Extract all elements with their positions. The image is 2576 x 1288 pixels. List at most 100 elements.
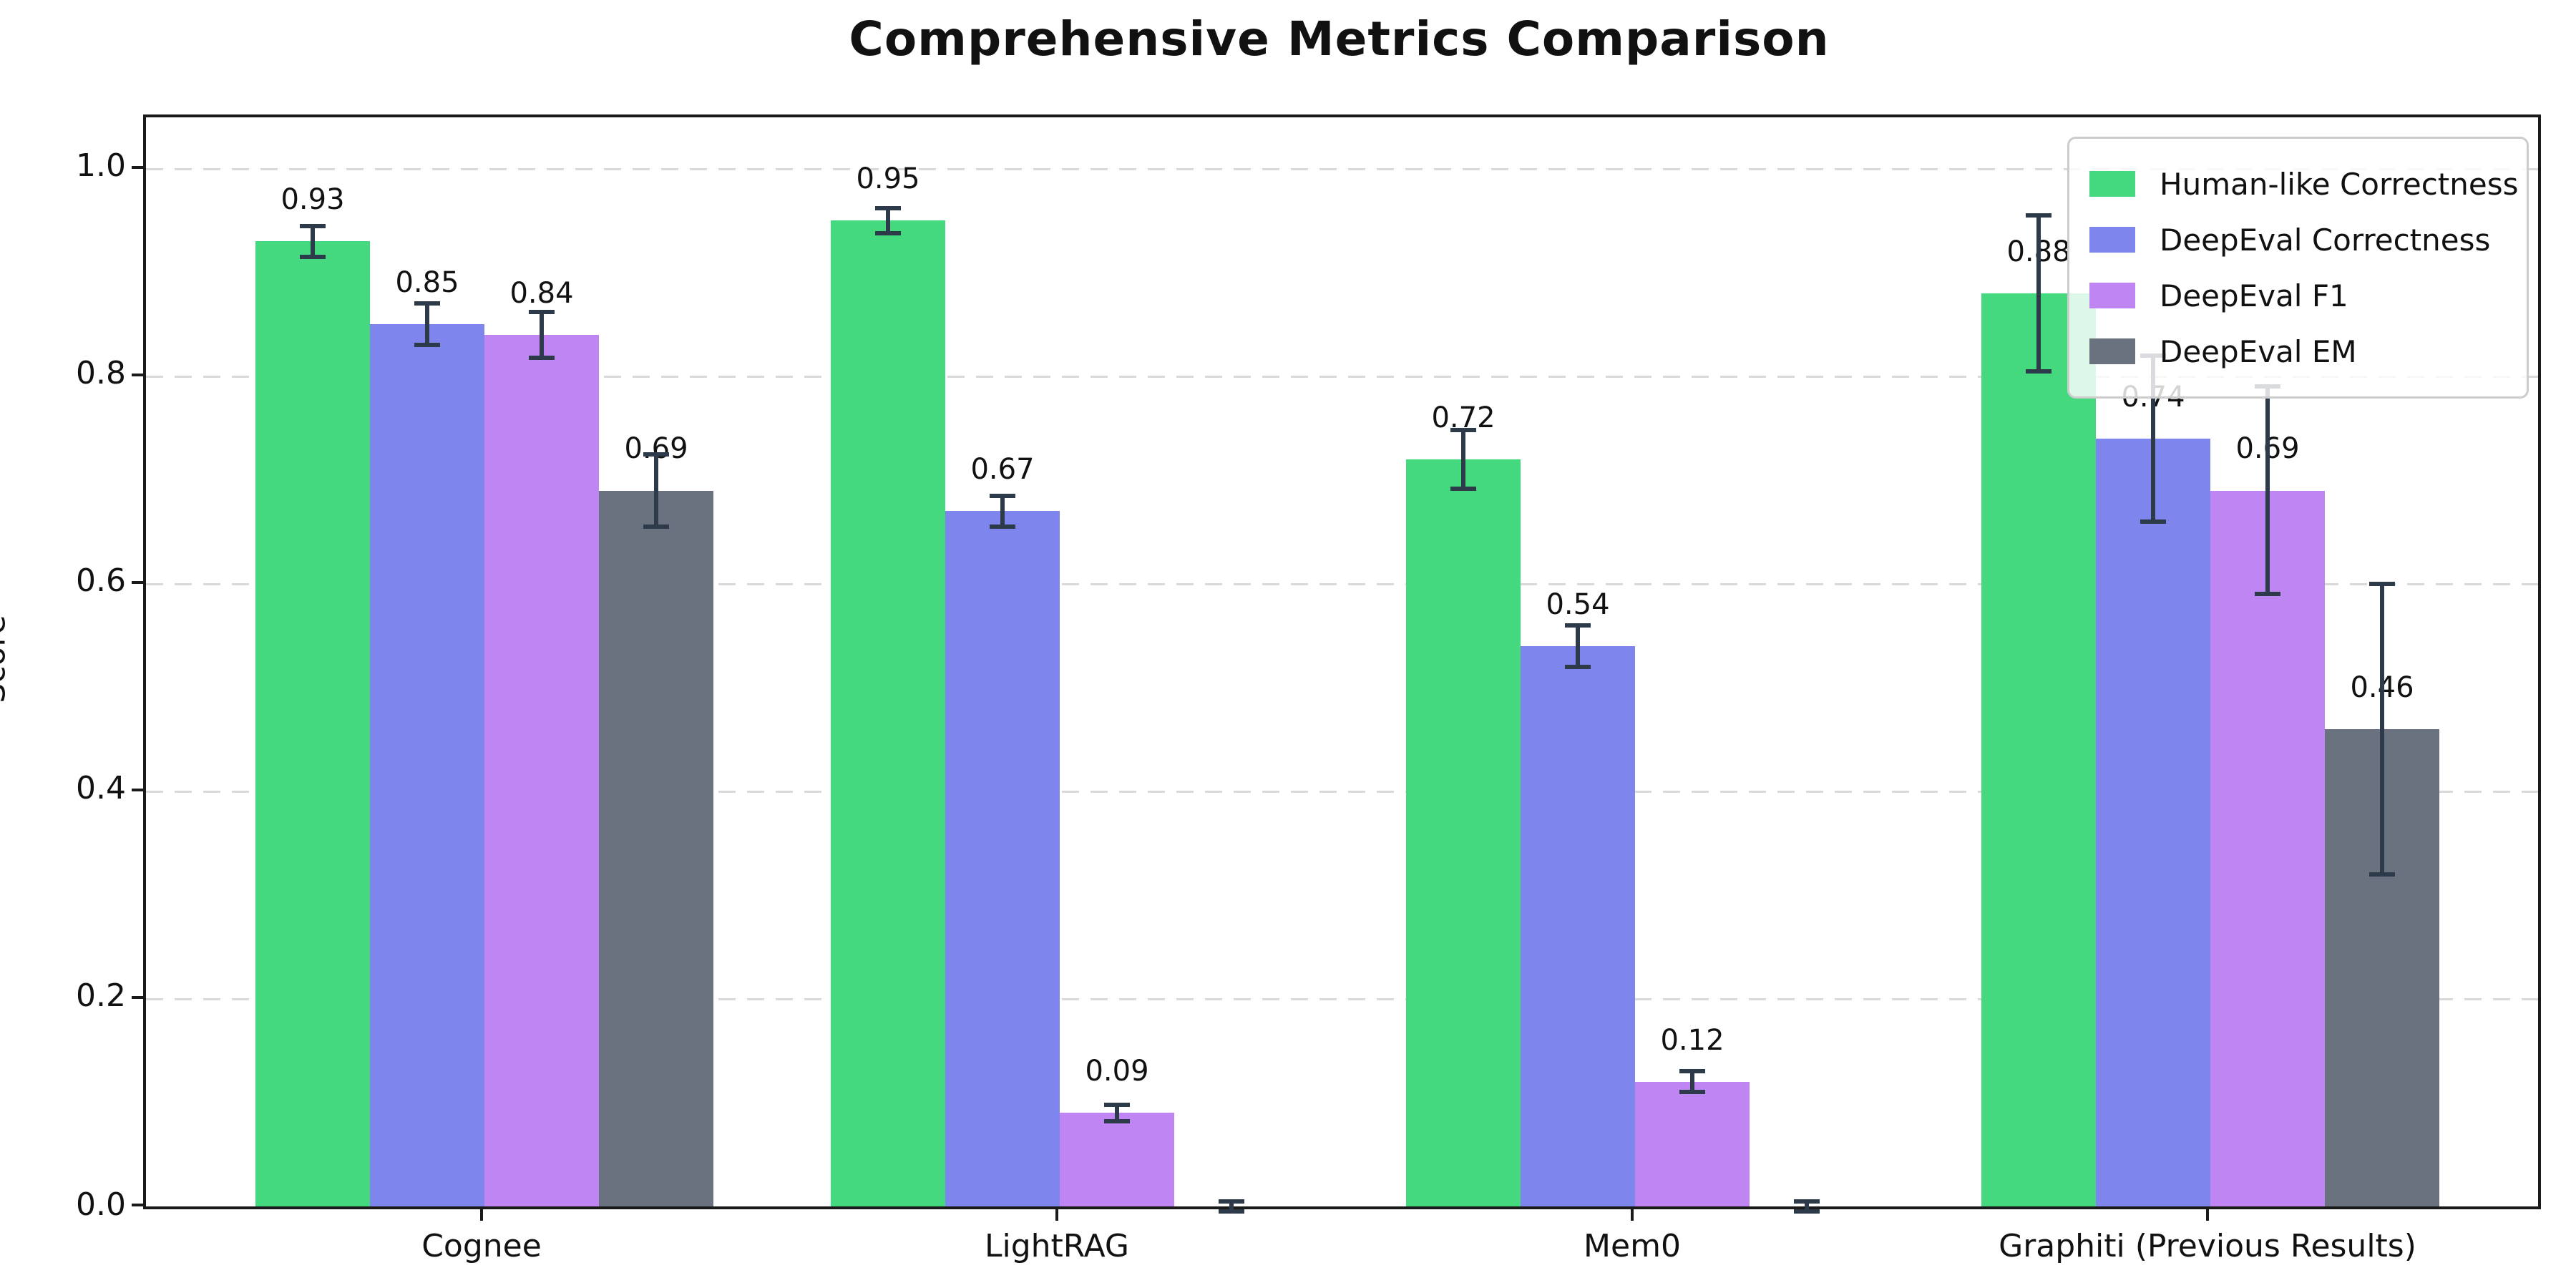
error-bar-cap-bottom xyxy=(643,525,669,529)
error-bar-cap-top xyxy=(875,206,901,210)
bar-mem0-series2 xyxy=(1521,646,1635,1206)
error-bar-cap-bottom xyxy=(1794,1209,1820,1214)
error-bar xyxy=(540,312,544,358)
error-bar-cap-top xyxy=(1565,623,1591,628)
error-bar-cap-bottom xyxy=(2255,592,2280,596)
legend-swatch-icon xyxy=(2089,338,2135,364)
legend-swatch-icon xyxy=(2089,171,2135,197)
error-bar-cap-top xyxy=(1794,1199,1820,1204)
error-bar-cap-top xyxy=(1104,1103,1130,1107)
y-tick-mark xyxy=(132,166,143,169)
y-tick-mark xyxy=(132,374,143,376)
x-tick-label-3: Mem0 xyxy=(1584,1228,1681,1264)
error-bar xyxy=(1690,1071,1694,1092)
bar-value-label: 0.84 xyxy=(509,277,574,310)
error-bar-cap-bottom xyxy=(2140,519,2166,524)
bar-lightrag-series3 xyxy=(1060,1113,1174,1206)
legend-row: Human-like Correctness xyxy=(2089,156,2519,212)
bar-value-label: 0.67 xyxy=(970,453,1035,486)
y-tick-label: 0.4 xyxy=(76,770,126,806)
chart-title: Comprehensive Metrics Comparison xyxy=(849,11,1830,67)
error-bar-cap-bottom xyxy=(300,255,326,259)
error-bar xyxy=(1115,1105,1119,1121)
error-bar-cap-bottom xyxy=(990,525,1015,529)
error-bar xyxy=(2380,584,2384,874)
bar-cognee-series1 xyxy=(255,241,370,1206)
y-tick-mark xyxy=(132,581,143,584)
error-bar xyxy=(1461,431,1465,489)
error-bar-cap-bottom xyxy=(1450,487,1476,491)
bar-value-label: 0.85 xyxy=(395,266,459,299)
gridline-0.4 xyxy=(146,791,2538,793)
y-tick-label: 1.0 xyxy=(76,147,126,184)
error-bar-cap-bottom xyxy=(1679,1090,1705,1094)
error-bar-cap-top xyxy=(1450,428,1476,432)
error-bar xyxy=(1000,495,1005,527)
x-tick-mark xyxy=(2206,1209,2209,1221)
bar-cognee-series3 xyxy=(484,335,599,1206)
y-axis-label: Score xyxy=(0,615,13,703)
y-tick-label: 0.0 xyxy=(76,1186,126,1223)
error-bar-cap-top xyxy=(990,494,1015,498)
bar-value-label: 0.09 xyxy=(1085,1055,1149,1088)
bar-mem0-series1 xyxy=(1406,459,1521,1206)
bar-lightrag-series1 xyxy=(831,220,945,1206)
error-bar-cap-bottom xyxy=(1565,665,1591,669)
error-bar-cap-bottom xyxy=(1104,1119,1130,1123)
x-tick-label-2: LightRAG xyxy=(984,1228,1130,1264)
x-tick-mark xyxy=(1631,1209,1634,1221)
legend-label: DeepEval F1 xyxy=(2160,278,2348,313)
bar-graphiti-series1 xyxy=(1981,293,2096,1206)
legend-swatch-icon xyxy=(2089,283,2135,308)
gridline-0.8 xyxy=(146,376,2538,378)
gridline-0.2 xyxy=(146,998,2538,1000)
bar-cognee-series2 xyxy=(370,324,484,1206)
x-tick-label-1: Cognee xyxy=(421,1228,542,1264)
error-bar-cap-top xyxy=(643,452,669,457)
legend-label: Human-like Correctness xyxy=(2160,166,2519,202)
error-bar-cap-bottom xyxy=(414,343,440,347)
y-tick-label: 0.6 xyxy=(76,562,126,599)
error-bar xyxy=(654,454,658,527)
error-bar xyxy=(2265,386,2270,594)
error-bar-cap-bottom xyxy=(2026,369,2051,374)
bar-graphiti-series3 xyxy=(2210,491,2325,1206)
gridline-1.0 xyxy=(146,168,2538,170)
legend-swatch-icon xyxy=(2089,227,2135,253)
error-bar-cap-bottom xyxy=(1219,1209,1244,1214)
error-bar-cap-top xyxy=(2026,213,2051,218)
x-tick-label-4: Graphiti (Previous Results) xyxy=(1999,1228,2416,1264)
error-bar xyxy=(1576,625,1580,667)
x-tick-mark xyxy=(1055,1209,1058,1221)
bar-cognee-series4 xyxy=(599,491,713,1206)
legend-row: DeepEval Correctness xyxy=(2089,212,2507,268)
legend-label: DeepEval Correctness xyxy=(2160,222,2491,258)
x-tick-mark xyxy=(480,1209,483,1221)
legend: Human-like Correctness DeepEval Correctne… xyxy=(2067,137,2529,399)
bar-lightrag-series2 xyxy=(945,511,1060,1206)
error-bar xyxy=(1805,1201,1809,1211)
bar-value-label: 0.12 xyxy=(1660,1024,1724,1057)
error-bar xyxy=(311,225,315,257)
bar-value-label: 0.95 xyxy=(856,162,920,195)
error-bar xyxy=(886,208,890,233)
bar-value-label: 0.54 xyxy=(1546,588,1610,621)
gridline-0.6 xyxy=(146,583,2538,585)
error-bar-cap-top xyxy=(300,224,326,228)
legend-label: DeepEval EM xyxy=(2160,333,2357,369)
legend-row: DeepEval EM xyxy=(2089,323,2507,379)
bar-value-label: 0.93 xyxy=(280,183,345,216)
error-bar-cap-top xyxy=(529,310,555,314)
y-tick-mark xyxy=(132,996,143,999)
bar-mem0-series3 xyxy=(1635,1082,1750,1206)
error-bar-cap-bottom xyxy=(875,231,901,235)
error-bar-cap-top xyxy=(2369,582,2395,586)
error-bar-cap-top xyxy=(1219,1199,1244,1204)
y-tick-mark xyxy=(132,1204,143,1206)
error-bar-cap-top xyxy=(414,301,440,306)
error-bar xyxy=(1229,1201,1234,1211)
error-bar-cap-bottom xyxy=(529,356,555,360)
error-bar-cap-top xyxy=(1679,1069,1705,1073)
y-tick-mark xyxy=(132,789,143,791)
